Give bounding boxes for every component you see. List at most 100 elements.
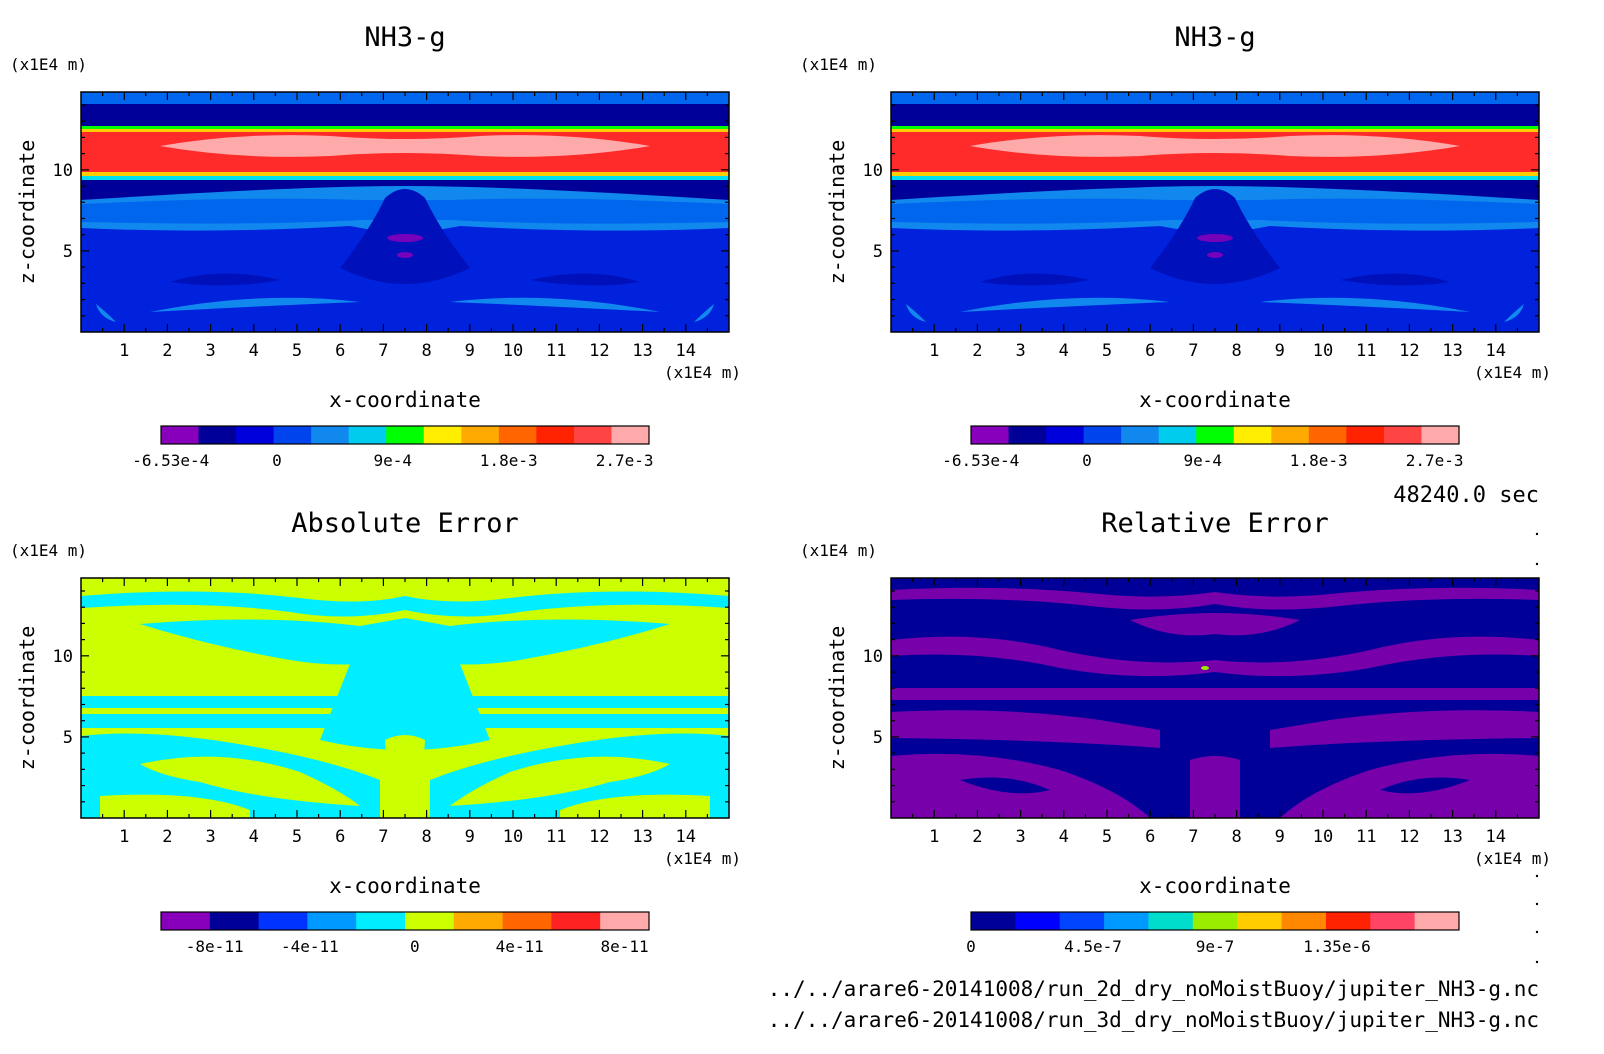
- x-tick-label: 11: [546, 827, 566, 847]
- colorbar-swatch: [1308, 426, 1347, 444]
- x-tick-label: 1: [929, 341, 939, 361]
- x-tick-label: 3: [1015, 827, 1025, 847]
- x-tick-label: 12: [1399, 341, 1419, 361]
- x-tick-label: 11: [1356, 341, 1376, 361]
- colorbar-tick-label: 0: [410, 937, 420, 956]
- colorbar-tick-label: 1.8e-3: [480, 451, 538, 470]
- panel-relative-error: Relative Error (x1E4 m) 1 2 3 4 5 6 7 8 9 10 11 12 1…: [800, 508, 1551, 956]
- colorbar-swatch: [273, 426, 312, 444]
- colorbar-swatch: [198, 426, 237, 444]
- colorbar-tick-label: 2.7e-3: [1406, 451, 1464, 470]
- colorbar-swatch: [1059, 912, 1105, 930]
- y-tick-label: 10: [863, 647, 883, 667]
- x-tick-labels: 1 2 3 4 5 6 7 8 9 10 11 12 13 14: [119, 827, 696, 847]
- x-tick-label: 6: [335, 827, 345, 847]
- x-tick-label: 5: [1102, 827, 1112, 847]
- colorbar-swatch: [573, 426, 612, 444]
- x-tick-label: 13: [632, 827, 652, 847]
- x-axis-label: x-coordinate: [329, 874, 481, 898]
- panel-nh3-3d: NH3-g (x1E4 m): [800, 22, 1551, 470]
- colorbar-swatch: [1370, 912, 1416, 930]
- colorbar: [970, 425, 1460, 445]
- colorbar-tick-label: 0: [966, 937, 976, 956]
- x-tick-label: 4: [1059, 341, 1069, 361]
- panel-title: Absolute Error: [291, 508, 519, 539]
- colorbar-swatch: [971, 426, 1010, 444]
- colorbar-tick-label: 2.7e-3: [596, 451, 654, 470]
- colorbar-tick-label: -6.53e-4: [132, 451, 209, 470]
- colorbar-tick-label: 4.5e-7: [1064, 937, 1122, 956]
- y-axis-label: z-coordinate: [825, 140, 849, 285]
- contour-field: [891, 92, 1539, 332]
- y-tick-labels: 5 10: [53, 161, 73, 262]
- x-tick-label: 2: [972, 827, 982, 847]
- x-axis-label: x-coordinate: [329, 388, 481, 412]
- y-axis-label: z-coordinate: [825, 626, 849, 771]
- y-unit-label: (x1E4 m): [800, 541, 877, 560]
- colorbar-swatch: [1196, 426, 1235, 444]
- colorbar-swatch: [1158, 426, 1197, 444]
- panel-absolute-error: Absolute Error (x1E4 m) 1 2 3 4 5 6 7 8 9 10 11 12 1…: [10, 508, 741, 956]
- x-tick-label: 8: [1231, 827, 1241, 847]
- colorbar-swatch: [161, 426, 200, 444]
- colorbar-swatch: [1046, 426, 1085, 444]
- x-tick-label: 14: [1486, 341, 1506, 361]
- x-tick-label: 12: [589, 827, 609, 847]
- x-tick-label: 9: [465, 341, 475, 361]
- x-tick-label: 7: [1188, 827, 1198, 847]
- y-tick-label: 10: [53, 161, 73, 181]
- x-unit-label: (x1E4 m): [1474, 849, 1551, 868]
- colorbar-swatch: [307, 912, 357, 930]
- colorbar-swatch: [386, 426, 425, 444]
- colorbar-frame: [970, 425, 1460, 445]
- colorbar: [970, 911, 1460, 931]
- x-axis-label: x-coordinate: [1139, 874, 1291, 898]
- x-tick-label: 12: [1399, 827, 1419, 847]
- colorbar-swatch: [1008, 426, 1047, 444]
- colorbar-swatch: [1192, 912, 1238, 930]
- axis-ticks: [81, 578, 729, 818]
- x-tick-label: 9: [465, 827, 475, 847]
- colorbar-swatch: [498, 426, 537, 444]
- dot-marks: [1535, 532, 1539, 964]
- x-unit-label: (x1E4 m): [664, 363, 741, 382]
- x-tick-label: 10: [503, 341, 523, 361]
- y-axis-label: z-coordinate: [15, 140, 39, 285]
- x-tick-label: 10: [1313, 341, 1333, 361]
- panel-title: NH3-g: [364, 22, 445, 53]
- x-tick-label: 8: [421, 341, 431, 361]
- y-tick-label: 5: [63, 728, 73, 748]
- colorbar-swatch: [453, 912, 504, 930]
- x-tick-labels: 1 2 3 4 5 6 7 8 9 10 11 12 13 14: [929, 341, 1506, 361]
- panel-title: Relative Error: [1101, 508, 1329, 539]
- colorbar-swatch: [1104, 912, 1149, 930]
- colorbar-tick-label: 9e-4: [1184, 451, 1223, 470]
- x-tick-label: 4: [249, 341, 259, 361]
- colorbar-swatch: [1271, 426, 1310, 444]
- x-tick-label: 2: [162, 827, 172, 847]
- colorbar-swatch: [236, 426, 275, 444]
- x-tick-label: 11: [546, 341, 566, 361]
- x-unit-label: (x1E4 m): [664, 849, 741, 868]
- x-tick-labels: 1 2 3 4 5 6 7 8 9 10 11 12 13 14: [119, 341, 696, 361]
- x-tick-label: 4: [249, 827, 259, 847]
- axis-ticks: [81, 92, 729, 332]
- x-unit-label: (x1E4 m): [1474, 363, 1551, 382]
- colorbar-tick-label: 0: [272, 451, 282, 470]
- x-tick-label: 12: [589, 341, 609, 361]
- y-tick-labels: 5 10: [863, 161, 883, 262]
- colorbar-swatch: [311, 426, 350, 444]
- colorbar-tick-label: 9e-4: [374, 451, 413, 470]
- file-path-3d: ../../arare6-20141008/run_3d_dry_noMoist…: [768, 1008, 1539, 1032]
- y-unit-label: (x1E4 m): [800, 55, 877, 74]
- colorbar-swatch: [611, 426, 650, 444]
- x-tick-label: 6: [335, 341, 345, 361]
- y-tick-labels: 5 10: [53, 647, 73, 748]
- contour-field: [81, 578, 729, 818]
- x-tick-label: 6: [1145, 827, 1155, 847]
- y-tick-label: 10: [863, 161, 883, 181]
- x-tick-label: 7: [378, 827, 388, 847]
- y-tick-label: 5: [873, 728, 883, 748]
- colorbar-frame: [160, 425, 650, 445]
